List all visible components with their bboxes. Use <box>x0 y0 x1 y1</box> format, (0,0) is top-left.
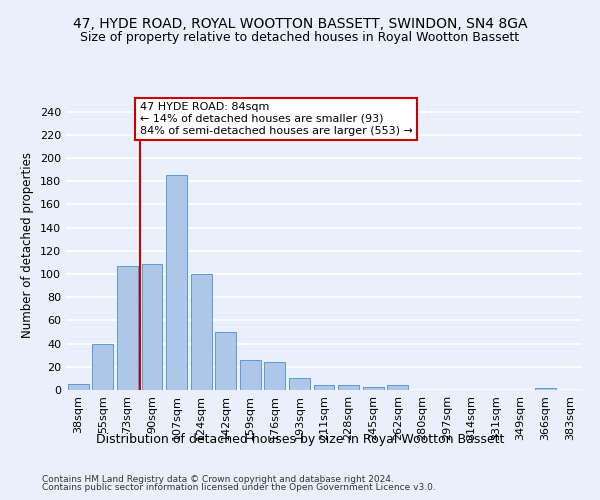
Bar <box>535 388 556 390</box>
Bar <box>387 386 408 390</box>
Bar <box>362 386 383 390</box>
Text: Size of property relative to detached houses in Royal Wootton Bassett: Size of property relative to detached ho… <box>80 31 520 44</box>
Bar <box>191 274 212 390</box>
Bar <box>289 378 310 390</box>
Bar <box>215 332 236 390</box>
Text: 47 HYDE ROAD: 84sqm
← 14% of detached houses are smaller (93)
84% of semi-detach: 47 HYDE ROAD: 84sqm ← 14% of detached ho… <box>140 102 413 136</box>
Text: Contains public sector information licensed under the Open Government Licence v3: Contains public sector information licen… <box>42 484 436 492</box>
Bar <box>68 384 89 390</box>
Text: 47, HYDE ROAD, ROYAL WOOTTON BASSETT, SWINDON, SN4 8GA: 47, HYDE ROAD, ROYAL WOOTTON BASSETT, SW… <box>73 18 527 32</box>
Bar <box>240 360 261 390</box>
Y-axis label: Number of detached properties: Number of detached properties <box>22 152 34 338</box>
Text: Distribution of detached houses by size in Royal Wootton Bassett: Distribution of detached houses by size … <box>96 432 504 446</box>
Bar <box>314 386 334 390</box>
Bar <box>166 176 187 390</box>
Bar <box>92 344 113 390</box>
Bar <box>117 266 138 390</box>
Text: Contains HM Land Registry data © Crown copyright and database right 2024.: Contains HM Land Registry data © Crown c… <box>42 475 394 484</box>
Bar <box>142 264 163 390</box>
Bar <box>265 362 286 390</box>
Bar <box>338 386 359 390</box>
